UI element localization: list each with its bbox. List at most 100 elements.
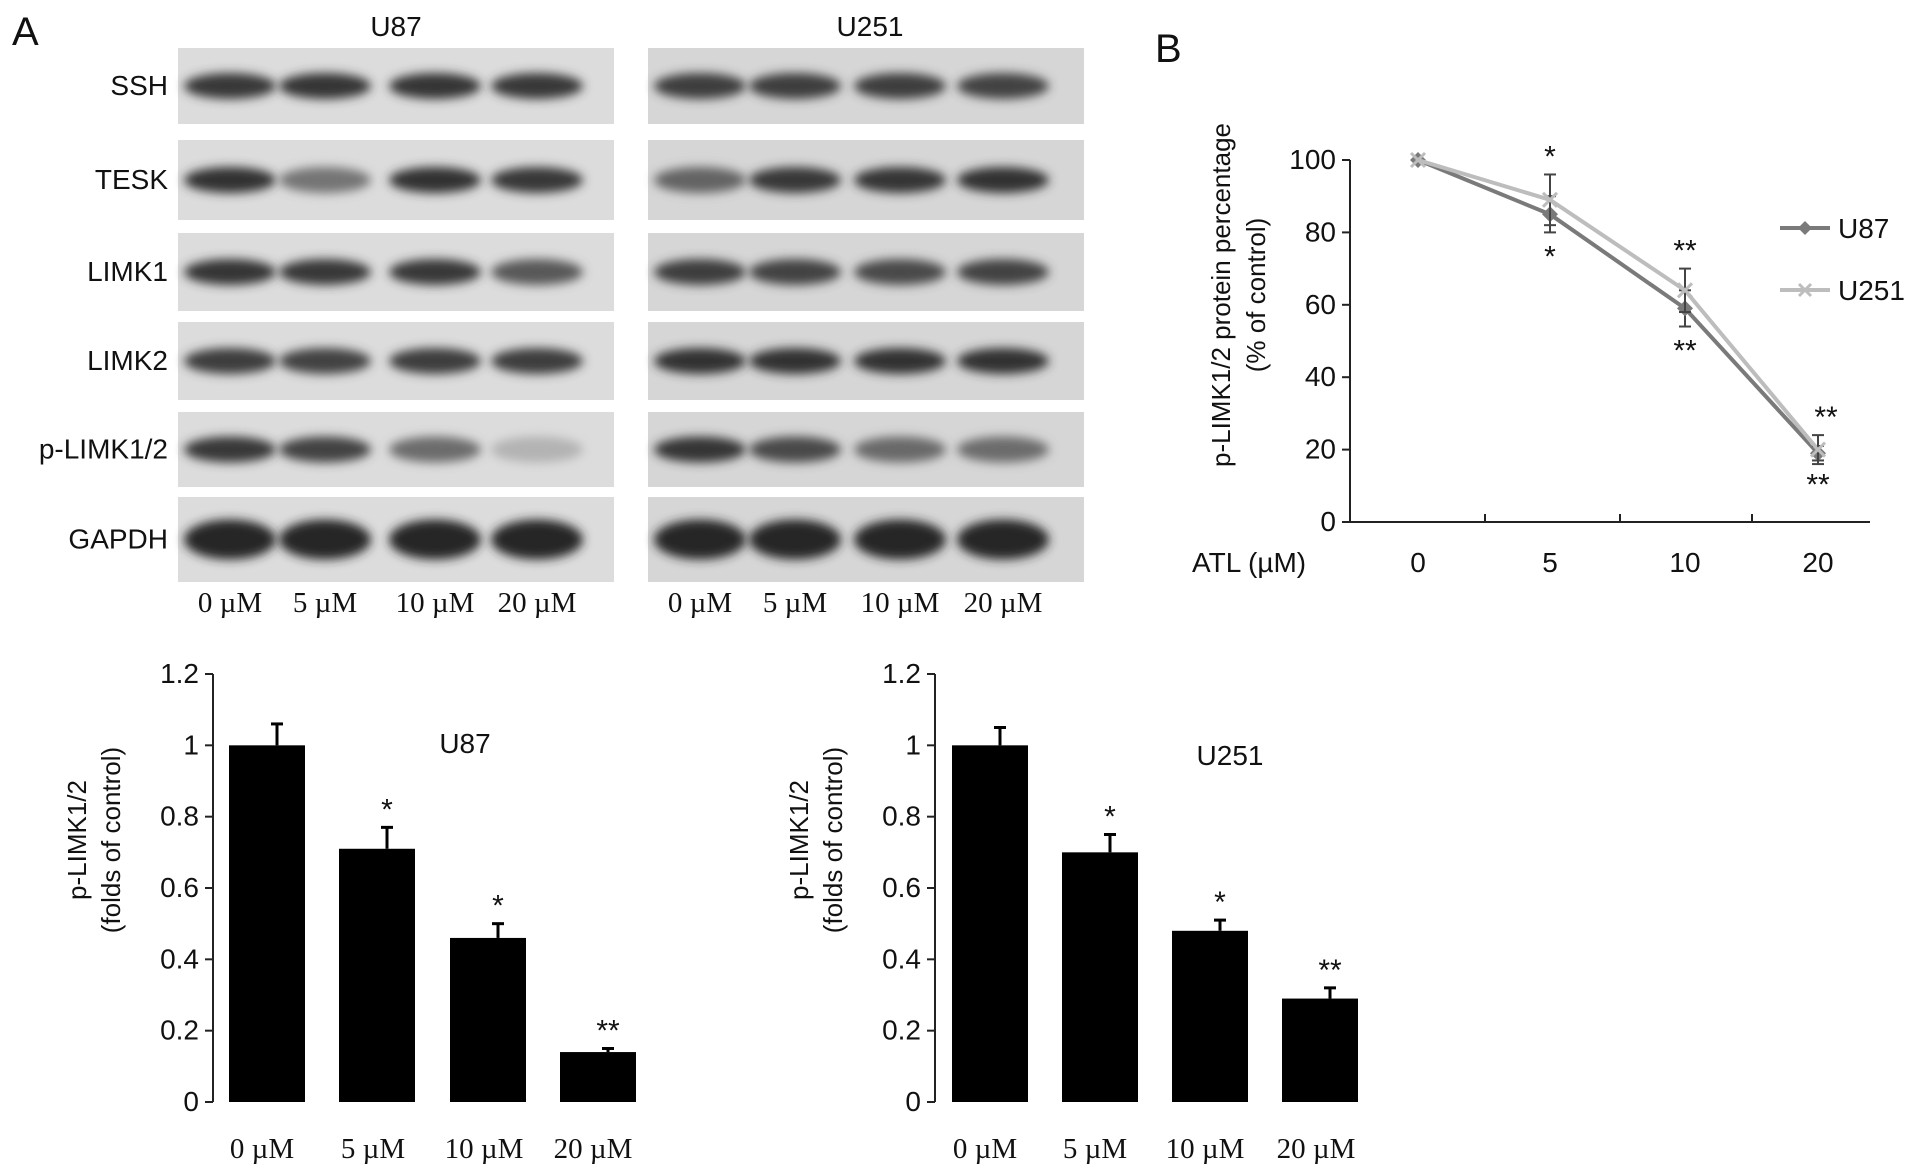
blot-band	[654, 436, 746, 463]
bar-significance-mark: *	[1214, 886, 1226, 919]
line-series-u251	[1417, 158, 1820, 451]
line-chart-axes: 0 20 40 60 80 100 0 5 10 20	[1289, 144, 1870, 578]
bar-chart-u251: p-LIMK1/2 (folds of control) U251 0 0.2 0.…	[784, 658, 1358, 1165]
line-significance-mark: *	[1544, 240, 1556, 273]
blot-protein-label: LIMK2	[87, 345, 168, 376]
bar-category-label: 5 µM	[341, 1133, 405, 1165]
blot-band	[854, 167, 946, 193]
line-chart-series: **********	[1409, 140, 1838, 501]
line-chart-ytick-label: 60	[1305, 289, 1336, 320]
blot-band	[184, 436, 276, 463]
bar	[339, 848, 415, 1102]
line-point-stroke	[1409, 151, 1427, 169]
line-chart-ylabel-2: (% of control)	[1241, 218, 1271, 373]
blot-band	[854, 519, 946, 560]
bar	[1062, 852, 1138, 1102]
blot-lane-label: 5 µM	[763, 587, 827, 619]
line-chart-xtick-label: 10	[1669, 547, 1700, 578]
bar-significance-mark: *	[381, 793, 393, 826]
bar-chart-ytick-label: 0.2	[882, 1015, 921, 1046]
blot-protein-label: GAPDH	[68, 524, 168, 555]
line-chart-ytick-label: 100	[1289, 144, 1336, 175]
line-chart-ytick-label: 40	[1305, 361, 1336, 392]
bar-chart-ytick-label: 0	[183, 1086, 199, 1117]
line-chart-xtick-label: 5	[1542, 547, 1558, 578]
bar-chart-u251-ylabel-2: (folds of control)	[818, 747, 848, 933]
blot-band	[749, 73, 841, 99]
blot-protein-label: p-LIMK1/2	[39, 434, 168, 465]
legend-label-u251: U251	[1838, 275, 1905, 306]
line-chart-legend: U87 U251	[1780, 213, 1905, 306]
line-chart-ytick-label: 0	[1320, 506, 1336, 537]
line-chart-panel-b: p-LIMK1/2 protein percentage (% of contr…	[1192, 123, 1905, 578]
blot-band	[654, 519, 746, 560]
bar-chart-u87-ylabel-2: (folds of control)	[96, 747, 126, 933]
panel-label-b: B	[1155, 27, 1182, 71]
bar-chart-ytick-label: 0.6	[160, 872, 199, 903]
line-point-stroke	[1541, 191, 1559, 208]
blot-lane-label: 20 µM	[498, 587, 577, 619]
blot-band	[654, 348, 746, 374]
blot-band	[491, 259, 583, 285]
blot-rows: SSH TESK LIMK1 LIMK2 p-LIMK1/2 GAPDH	[39, 48, 1084, 582]
bar-chart-ytick-label: 0.4	[882, 943, 921, 974]
blot-cell-line-u251: U251	[837, 11, 904, 42]
line-series-u87	[1417, 158, 1820, 455]
blot-band	[279, 436, 371, 463]
blot-protein-label: SSH	[110, 70, 168, 101]
blot-lane-label: 20 µM	[964, 587, 1043, 619]
line-significance-mark: **	[1673, 335, 1697, 368]
blot-band	[279, 73, 371, 99]
blot-lane-labels: 0 µM 5 µM 10 µM 20 µM 0 µM 5 µM 10 µM 20 µM	[198, 587, 1043, 619]
bar	[952, 745, 1028, 1102]
bar	[560, 1052, 636, 1102]
blot-band	[184, 519, 276, 560]
blot-lane-label: 5 µM	[293, 587, 357, 619]
bar-chart-ytick-label: 0.2	[160, 1015, 199, 1046]
line-chart-xtick-label: 20	[1802, 547, 1833, 578]
bar-chart-u87: p-LIMK1/2 (folds of control) U87 0 0.2 0.4…	[62, 658, 636, 1165]
blot-band	[184, 348, 276, 374]
blot-band	[749, 259, 841, 285]
blot-band	[389, 519, 481, 560]
blot-band	[491, 167, 583, 193]
blot-band	[491, 436, 583, 463]
blot-band	[957, 167, 1049, 193]
blot-lane-label: 10 µM	[396, 587, 475, 619]
bar-chart-ytick-label: 1	[183, 729, 199, 760]
blot-band	[957, 259, 1049, 285]
bar	[1282, 998, 1358, 1102]
blot-band	[957, 73, 1049, 99]
bar-chart-ytick-label: 1	[905, 729, 921, 760]
western-blot: U87 U251 SSH TESK LIMK1 LIMK2 p-LIMK1/2 GAPDH…	[39, 11, 1084, 619]
blot-band	[389, 259, 481, 285]
line-significance-mark: **	[1814, 401, 1838, 434]
line-point-u251	[1409, 151, 1427, 169]
blot-lane-label: 10 µM	[861, 587, 940, 619]
blot-lane-label: 0 µM	[198, 587, 262, 619]
blot-lane-label: 0 µM	[668, 587, 732, 619]
blot-band	[389, 436, 481, 463]
blot-band	[184, 73, 276, 99]
bar-chart-ytick-label: 0.8	[160, 801, 199, 832]
blot-band	[854, 73, 946, 99]
line-chart-ylabel: p-LIMK1/2 protein percentage	[1206, 123, 1236, 467]
bar-significance-mark: *	[492, 890, 504, 923]
panel-label-a: A	[12, 10, 39, 54]
bar-chart-ytick-label: 0	[905, 1086, 921, 1117]
line-point-u251	[1676, 282, 1694, 299]
bar-chart-u87-title: U87	[439, 728, 490, 759]
bar-chart-ytick-label: 1.2	[160, 658, 199, 689]
line-point-u251	[1541, 191, 1559, 208]
blot-band	[854, 259, 946, 285]
bar-category-label: 10 µM	[1166, 1133, 1245, 1165]
bar	[1172, 930, 1248, 1102]
line-point-stroke	[1676, 282, 1694, 299]
blot-band	[957, 519, 1049, 560]
bar-chart-u251-ylabel: p-LIMK1/2	[784, 780, 814, 900]
bar-chart-u87-ylabel: p-LIMK1/2	[62, 780, 92, 900]
bar-category-label: 20 µM	[1277, 1133, 1356, 1165]
bar-category-label: 0 µM	[953, 1133, 1017, 1165]
blot-band	[854, 348, 946, 374]
